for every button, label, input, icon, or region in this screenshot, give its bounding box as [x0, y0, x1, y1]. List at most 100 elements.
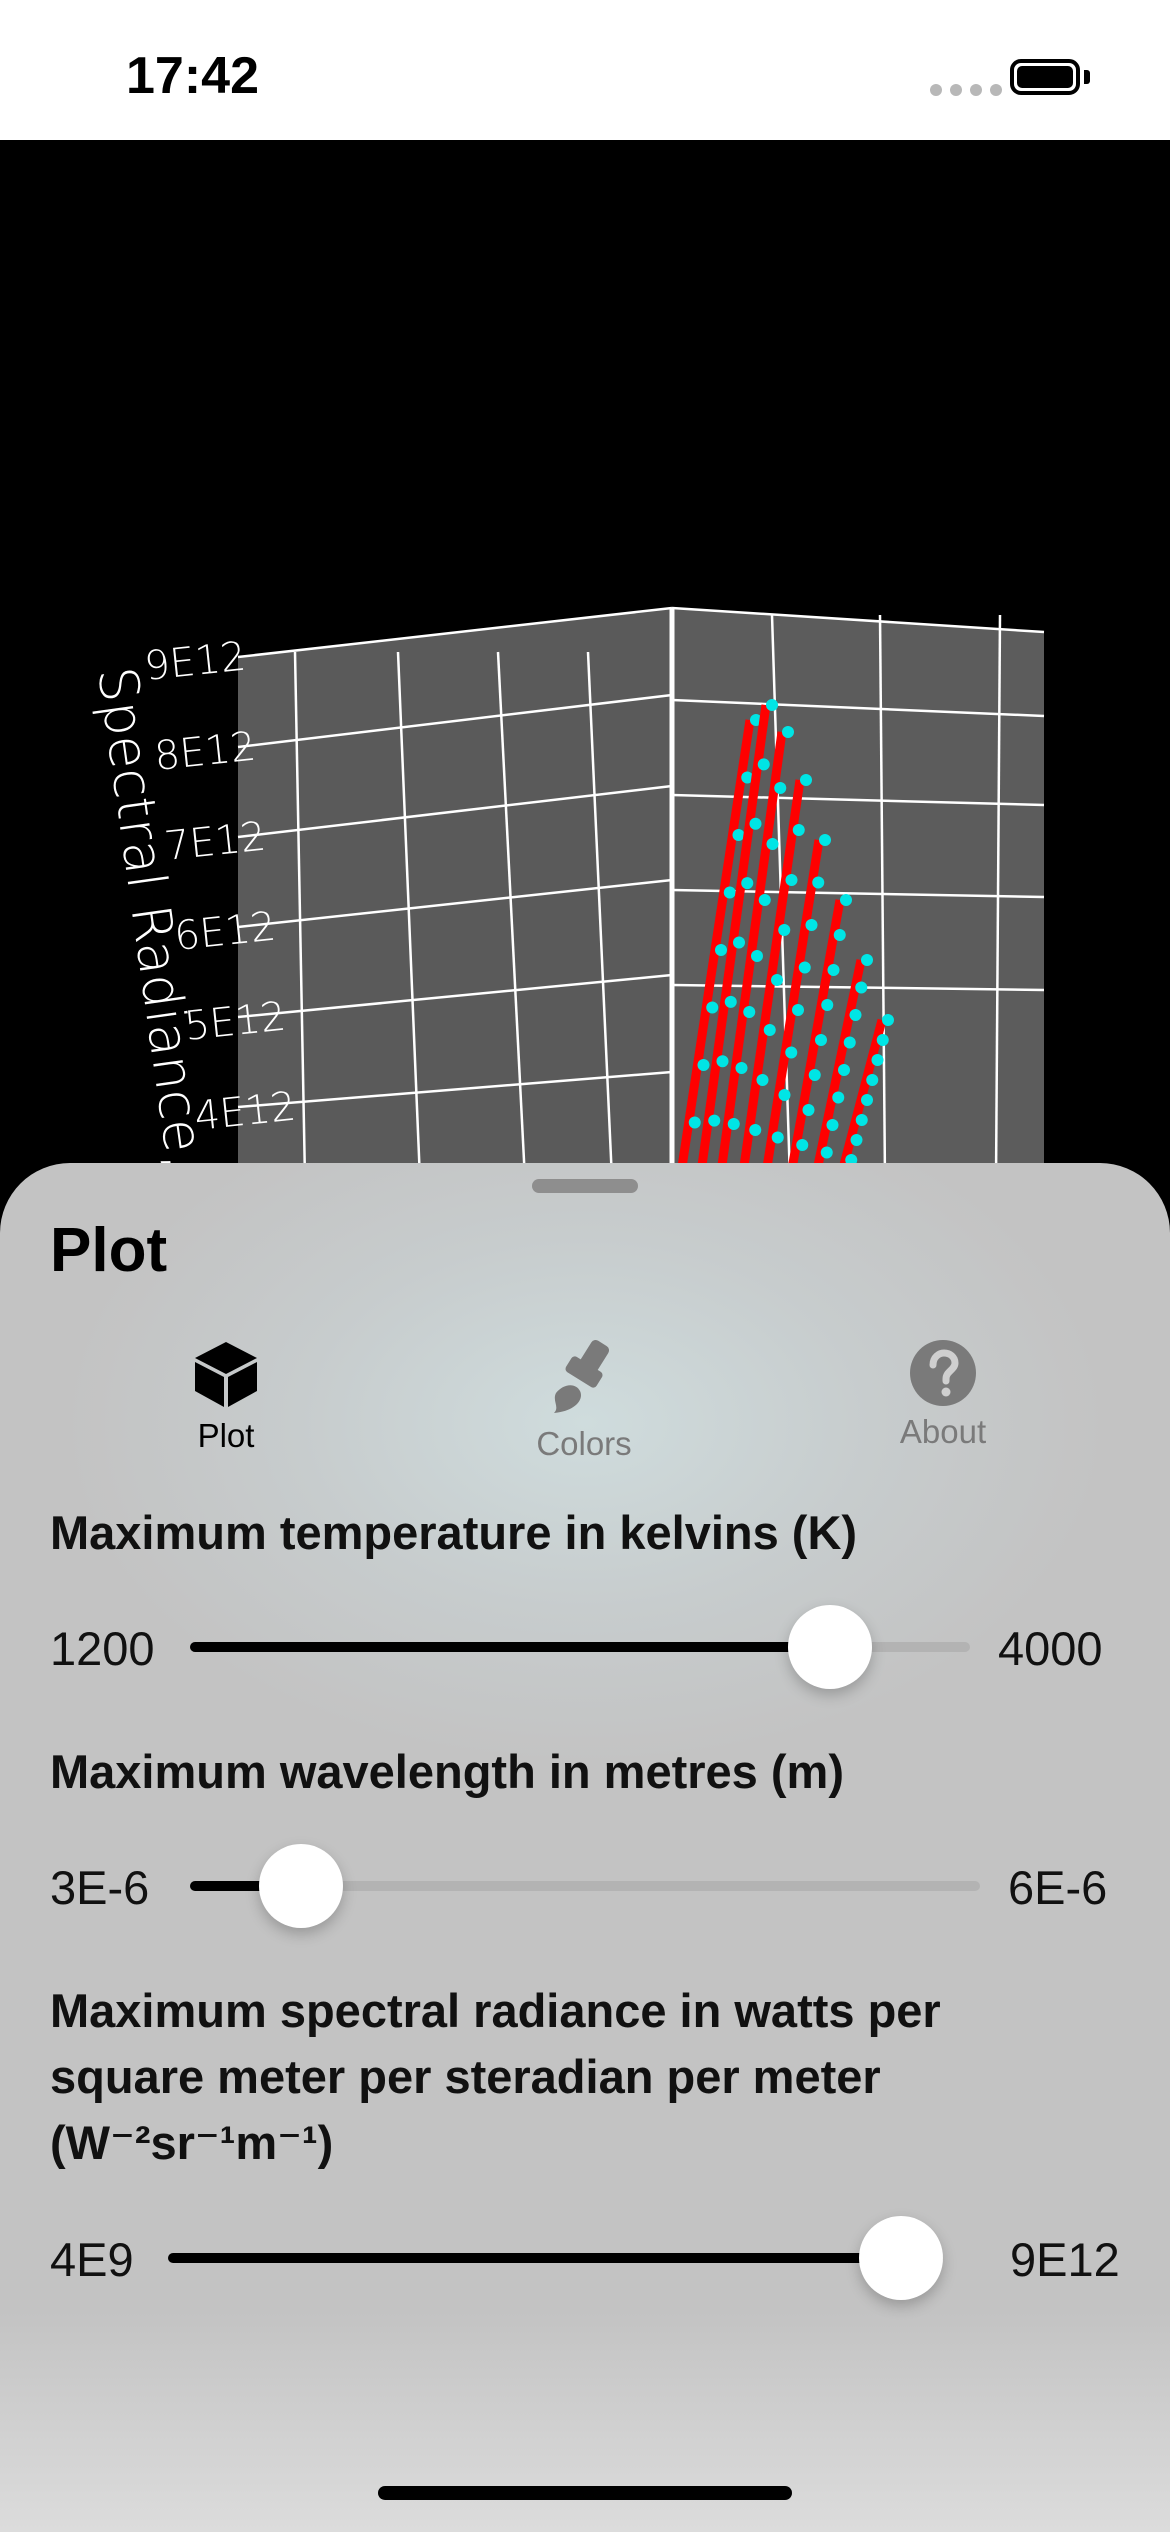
plot-point — [800, 774, 812, 786]
plot-point — [766, 838, 779, 850]
plot-point — [798, 961, 811, 974]
z-tick-label: 8E12 — [152, 724, 258, 780]
plot-point — [758, 894, 771, 906]
grid-line — [293, 651, 307, 1180]
plot-point — [723, 886, 736, 899]
temperature-slider-fill — [190, 1642, 830, 1652]
question-circle-icon — [910, 1340, 976, 1406]
plot-point — [774, 782, 787, 794]
plot-point — [771, 1131, 784, 1144]
bottom-sheet[interactable]: Plot Plot Colors About Maximum temperatu… — [0, 1163, 1170, 2532]
plot-point — [876, 1034, 889, 1046]
paintbrush-icon — [554, 1340, 610, 1413]
plot-point — [733, 936, 745, 949]
tab-plot-label: Plot — [197, 1417, 255, 1454]
radiance-slider-fill — [168, 2253, 943, 2263]
plot-point — [732, 829, 745, 841]
plot-point — [778, 1089, 791, 1101]
plot-point — [785, 874, 798, 886]
plot-point — [832, 1091, 845, 1104]
plot-point — [838, 1064, 850, 1076]
grid-line — [237, 693, 673, 749]
plot-point — [792, 824, 805, 836]
plot-point — [727, 1118, 740, 1130]
wavelength-slider[interactable] — [190, 1881, 980, 1891]
plot-point — [766, 699, 778, 711]
plot-point — [708, 1114, 721, 1127]
plot-point — [855, 981, 868, 994]
grid-line — [237, 1070, 673, 1109]
z-tick-label: 5E12 — [182, 994, 288, 1050]
grid-line — [496, 651, 527, 1180]
plot-point — [855, 1114, 868, 1126]
wavelength-slider-fill — [190, 1881, 301, 1891]
grid-line — [994, 614, 1002, 1180]
grid-line — [237, 973, 673, 1019]
battery-full-icon — [1010, 59, 1080, 95]
tab-plot[interactable]: Plot — [96, 1339, 356, 1455]
plot-point — [849, 1009, 862, 1021]
plot-point — [850, 1134, 863, 1146]
grid-line — [237, 606, 673, 659]
plot-point — [741, 877, 754, 890]
plot-point — [843, 1036, 856, 1049]
plot-point — [716, 1055, 729, 1068]
plot-point — [706, 1001, 719, 1014]
tab-colors[interactable]: Colors — [454, 1337, 714, 1463]
z-tick-label: 6E12 — [172, 904, 278, 960]
plot-point — [741, 771, 754, 784]
plot-point — [743, 1006, 756, 1018]
plot-grid — [237, 606, 1045, 1180]
z-tick-label: 9E12 — [142, 634, 248, 690]
tab-colors-label: Colors — [536, 1425, 632, 1462]
plot-point — [826, 1119, 839, 1131]
sheet-title: Plot — [50, 1216, 168, 1285]
radiance-slider[interactable] — [168, 2253, 943, 2263]
plot-point — [819, 834, 831, 846]
plot-point — [808, 1069, 821, 1081]
radiance-slider-thumb[interactable] — [859, 2216, 943, 2300]
plot-point — [820, 1146, 833, 1159]
plot-point — [763, 1024, 776, 1036]
sheet-grabber[interactable] — [532, 1179, 638, 1193]
wavelength-max: 6E-6 — [1008, 1861, 1108, 1914]
plot-point — [715, 944, 727, 956]
plot-point — [871, 1054, 884, 1066]
temperature-slider[interactable] — [190, 1642, 970, 1652]
temperature-label: Maximum temperature in kelvins (K) — [50, 1506, 858, 1559]
plot-3d-canvas: 9E12 8E12 7E12 6E12 5E12 4E12 Spectral R… — [85, 606, 1045, 1180]
plot-point — [751, 950, 763, 962]
temperature-min: 1200 — [50, 1622, 155, 1675]
plot-point — [805, 919, 818, 931]
tab-about-label: About — [899, 1413, 987, 1450]
plot-point — [756, 1074, 769, 1086]
plot-point — [866, 1074, 879, 1086]
wavelength-slider-thumb[interactable] — [258, 1844, 343, 1928]
temperature-slider-thumb[interactable] — [787, 1605, 872, 1689]
plot-left-wall — [238, 608, 672, 1180]
cube-icon — [195, 1342, 257, 1407]
plot-point — [757, 758, 770, 771]
status-bar: 17:42 — [0, 0, 1170, 140]
status-time: 17:42 — [126, 47, 259, 105]
plot-point — [861, 1094, 873, 1106]
plot-point — [749, 817, 762, 830]
radiance-label: Maximum spectral radiance in watts per s… — [50, 1984, 941, 2169]
plot-point — [815, 1034, 827, 1046]
plot-point — [792, 1004, 804, 1016]
plot-point — [771, 974, 783, 986]
grid-line — [586, 651, 614, 1180]
z-tick-label: 7E12 — [162, 814, 268, 870]
radiance-min: 4E9 — [50, 2233, 134, 2286]
tab-about[interactable]: About — [813, 1339, 1073, 1451]
plot-point — [861, 954, 873, 966]
plot-point — [796, 1139, 809, 1151]
plot-point — [688, 1116, 701, 1129]
plot-point — [782, 726, 794, 738]
plot-3d-view[interactable]: 9E12 8E12 7E12 6E12 5E12 4E12 Spectral R… — [0, 140, 1170, 1180]
plot-point — [778, 924, 791, 936]
plot-point — [827, 964, 840, 976]
grid-line — [671, 698, 1045, 718]
plot-point — [840, 894, 852, 906]
plot-point — [802, 1104, 815, 1116]
